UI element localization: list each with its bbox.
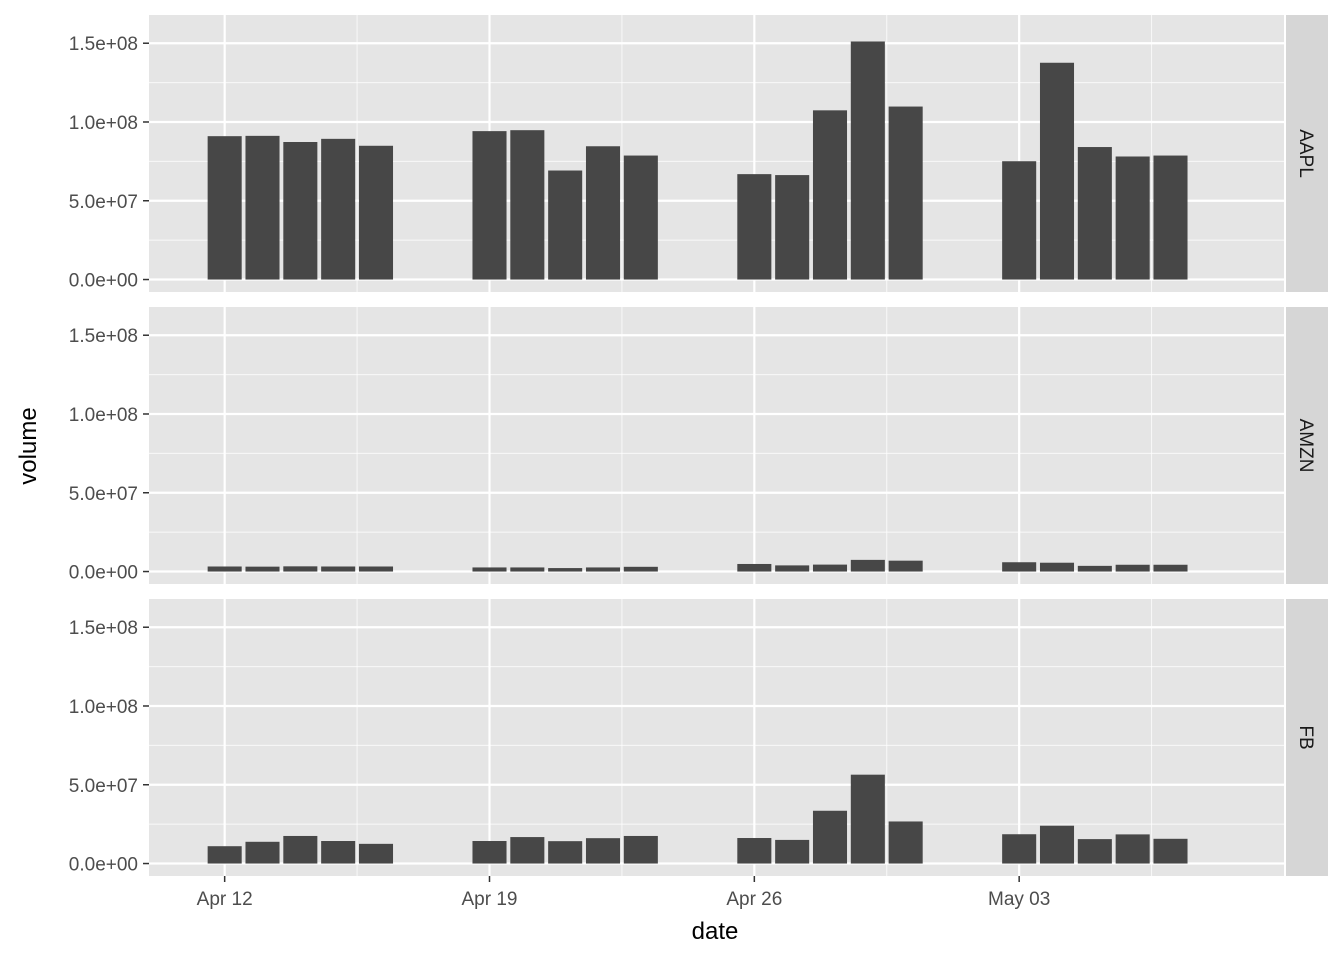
bar-fb-2021-04-15	[321, 841, 356, 864]
bar-fb-2021-04-28	[812, 810, 848, 864]
bar-fb-2021-05-07	[1153, 838, 1188, 864]
panel-aapl: 0.0e+00 5.0e+07 1.0e+08 1.5e+08 AAPL	[69, 15, 1328, 292]
bar-amzn-2021-04-23	[623, 566, 658, 572]
bar-aapl-2021-05-06	[1115, 156, 1150, 280]
y-tick-label: 5.0e+07	[69, 776, 138, 797]
bar-aapl-2021-04-23	[623, 155, 658, 280]
bar-aapl-2021-04-16	[358, 145, 394, 280]
x-axis-title: date	[692, 918, 739, 945]
y-tick-label: 1.5e+08	[69, 326, 138, 347]
bar-fb-2021-04-27	[775, 839, 810, 864]
facet-strip-label: FB	[1295, 725, 1316, 749]
bar-fb-2021-04-29	[850, 774, 885, 864]
bar-amzn-2021-04-26	[737, 563, 772, 572]
bar-aapl-2021-04-20	[510, 130, 545, 280]
bar-amzn-2021-04-14	[283, 566, 318, 572]
bar-aapl-2021-04-12	[207, 136, 242, 280]
bar-amzn-2021-04-22	[585, 567, 621, 572]
bar-aapl-2021-04-26	[737, 174, 772, 280]
bar-amzn-2021-05-05	[1077, 565, 1112, 572]
bar-amzn-2021-05-06	[1115, 564, 1150, 572]
facet-strip	[1286, 599, 1328, 876]
bar-amzn-2021-04-27	[775, 565, 810, 572]
facet-strip	[1286, 307, 1328, 584]
bar-amzn-2021-04-19	[472, 567, 507, 572]
y-axis-title: volume	[15, 407, 42, 484]
bar-aapl-2021-05-05	[1077, 147, 1112, 280]
y-tick-label: 1.0e+08	[69, 697, 138, 718]
panel-amzn: 0.0e+00 5.0e+07 1.0e+08 1.5e+08 AMZN	[69, 307, 1328, 584]
bar-amzn-2021-05-07	[1153, 564, 1188, 572]
panel-background	[149, 599, 1284, 876]
bar-amzn-2021-04-15	[321, 566, 356, 572]
bar-fb-2021-04-26	[737, 838, 772, 864]
panels: 0.0e+00 5.0e+07 1.0e+08 1.5e+08 AAPL 0.0e+00 5…	[69, 15, 1328, 876]
y-tick-label: 5.0e+07	[69, 484, 138, 505]
x-tick-label: Apr 19	[462, 889, 518, 910]
bar-aapl-2021-04-28	[812, 110, 848, 280]
bar-aapl-2021-05-03	[1002, 161, 1037, 280]
y-tick-label: 1.5e+08	[69, 34, 138, 55]
x-tick-label: May 03	[988, 889, 1050, 910]
bar-aapl-2021-04-27	[775, 175, 810, 280]
bar-fb-2021-04-21	[548, 841, 583, 864]
bar-aapl-2021-04-21	[548, 170, 583, 280]
panel-background	[149, 15, 1284, 292]
bar-aapl-2021-04-29	[850, 41, 885, 280]
bar-fb-2021-05-06	[1115, 834, 1150, 864]
bar-fb-2021-05-05	[1077, 839, 1112, 864]
bar-amzn-2021-04-21	[548, 568, 583, 572]
bar-aapl-2021-04-22	[585, 146, 621, 280]
bar-fb-2021-04-23	[623, 835, 658, 864]
bar-amzn-2021-04-20	[510, 567, 545, 572]
bar-amzn-2021-04-28	[812, 564, 848, 572]
bar-aapl-2021-04-19	[472, 131, 507, 280]
panel-background	[149, 307, 1284, 584]
bar-amzn-2021-04-12	[207, 566, 242, 572]
bar-aapl-2021-04-13	[245, 135, 280, 280]
bar-fb-2021-05-03	[1002, 834, 1037, 864]
y-tick-label: 1.0e+08	[69, 113, 138, 134]
bar-fb-2021-04-14	[283, 835, 318, 864]
bar-amzn-2021-04-30	[888, 560, 923, 572]
bar-amzn-2021-05-03	[1002, 562, 1037, 572]
bar-fb-2021-04-30	[888, 821, 923, 864]
facet-strip-label: AMZN	[1295, 419, 1316, 473]
x-tick-label: Apr 12	[197, 889, 253, 910]
facet-strip-label: AAPL	[1295, 129, 1316, 178]
bar-fb-2021-04-13	[245, 841, 280, 864]
y-tick-label: 0.0e+00	[69, 855, 138, 876]
bar-fb-2021-04-12	[207, 846, 242, 864]
y-tick-label: 0.0e+00	[69, 271, 138, 292]
bar-amzn-2021-05-04	[1039, 562, 1075, 572]
y-tick-label: 5.0e+07	[69, 192, 138, 213]
x-axis: Apr 12 Apr 19 Apr 26 May 03	[197, 876, 1050, 910]
bar-fb-2021-04-19	[472, 841, 507, 864]
bar-aapl-2021-04-30	[888, 106, 923, 280]
bar-aapl-2021-05-04	[1039, 62, 1075, 280]
y-tick-label: 1.0e+08	[69, 405, 138, 426]
facet-strip	[1286, 15, 1328, 292]
panel-fb: 0.0e+00 5.0e+07 1.0e+08 1.5e+08 FB	[69, 599, 1328, 876]
bar-amzn-2021-04-13	[245, 566, 280, 572]
bar-amzn-2021-04-16	[358, 566, 394, 572]
bar-fb-2021-04-16	[358, 843, 394, 864]
bar-aapl-2021-04-15	[321, 138, 356, 280]
bar-fb-2021-04-20	[510, 837, 545, 864]
x-tick-label: Apr 26	[726, 889, 782, 910]
bar-aapl-2021-05-07	[1153, 155, 1188, 280]
y-tick-label: 1.5e+08	[69, 618, 138, 639]
y-tick-label: 0.0e+00	[69, 563, 138, 584]
bar-fb-2021-05-04	[1039, 825, 1075, 864]
bar-fb-2021-04-22	[585, 838, 621, 864]
bar-amzn-2021-04-29	[850, 559, 885, 572]
bar-aapl-2021-04-14	[283, 141, 318, 280]
